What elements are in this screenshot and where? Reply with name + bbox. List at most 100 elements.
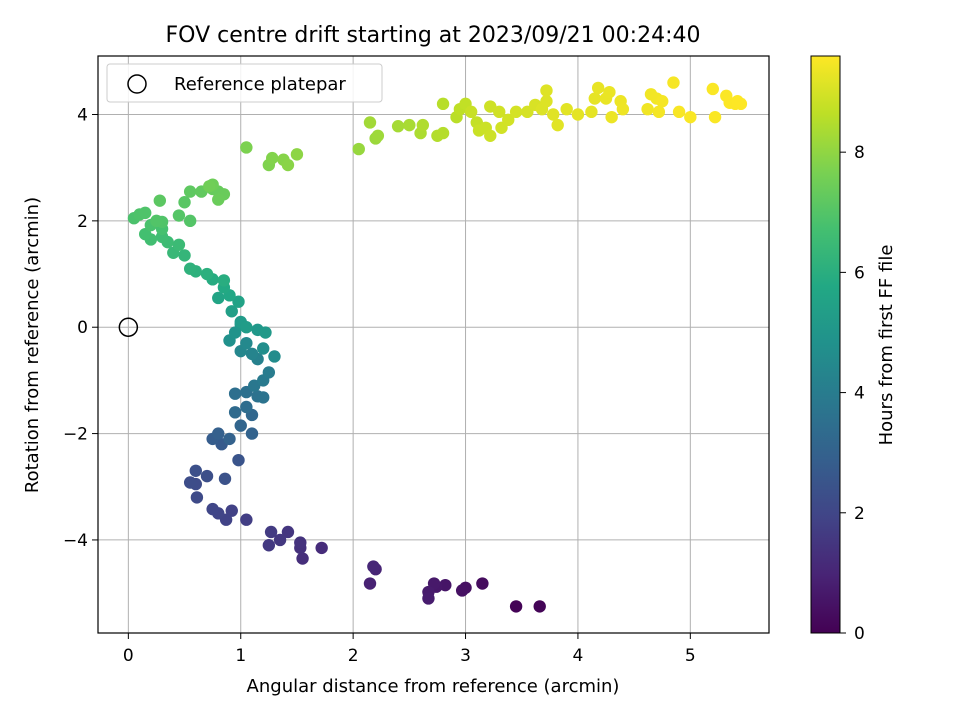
data-point [493, 105, 506, 119]
data-point [533, 600, 546, 613]
data-point [190, 491, 204, 504]
colorbar-tick-label: 2 [854, 504, 865, 524]
data-point [616, 102, 630, 116]
x-axis-ticks: 0 1 2 3 4 5 [123, 633, 696, 666]
data-point [708, 110, 722, 124]
colorbar-tick-label: 6 [854, 263, 865, 283]
data-point [484, 129, 497, 142]
data-point [266, 151, 279, 165]
colorbar-tick-label: 8 [854, 143, 865, 163]
data-point [416, 118, 430, 132]
data-point [591, 81, 605, 95]
legend-box [106, 63, 383, 103]
data-point [172, 209, 186, 222]
x-tick-label: 4 [573, 646, 584, 666]
y-tick-label: −2 [63, 425, 88, 445]
data-point [139, 206, 152, 220]
data-point [547, 108, 560, 121]
data-point [652, 105, 666, 119]
data-point [509, 105, 523, 119]
data-point [240, 400, 253, 414]
data-point [571, 108, 585, 121]
data-point [455, 584, 469, 597]
data-point [706, 82, 720, 96]
data-point [178, 249, 191, 262]
data-point [436, 126, 450, 140]
data-point [585, 105, 598, 119]
data-point [225, 504, 238, 517]
colorbar-ticks: 0 2 4 6 8 [840, 143, 865, 644]
data-point [391, 119, 405, 133]
data-point [464, 105, 478, 119]
data-point [183, 214, 197, 228]
data-point [153, 194, 167, 207]
x-tick-label: 5 [685, 646, 696, 666]
data-point [212, 427, 225, 440]
data-point [183, 262, 197, 275]
y-tick-label: −4 [63, 531, 88, 551]
data-point [240, 321, 253, 334]
legend-entry: Reference platepar [174, 74, 346, 95]
data-point [262, 366, 276, 379]
data-point [150, 214, 163, 228]
reference-platepar-marker [118, 317, 139, 337]
data-point [273, 533, 287, 547]
data-point [540, 84, 553, 97]
data-point [294, 536, 307, 549]
data-point [603, 85, 616, 99]
y-tick-label: 0 [77, 318, 88, 338]
y-tick-label: 4 [77, 105, 88, 125]
data-point [203, 180, 216, 193]
data-point [240, 513, 253, 526]
data-point [257, 342, 270, 355]
data-point [245, 347, 259, 361]
x-tick-label: 2 [348, 646, 359, 666]
x-tick-label: 0 [123, 646, 134, 666]
data-point [502, 113, 515, 127]
data-point [315, 541, 328, 555]
data-point [371, 129, 385, 142]
data-point [268, 350, 281, 363]
data-point [232, 453, 245, 467]
data-point [588, 92, 601, 105]
data-point [212, 193, 225, 206]
data-point [206, 502, 219, 516]
x-axis-label: Angular distance from reference (arcmin) [247, 676, 620, 697]
data-point [290, 148, 304, 161]
colorbar-tick-label: 4 [854, 384, 865, 404]
data-point [218, 472, 232, 485]
data-point [240, 141, 253, 154]
y-tick-label: 2 [77, 212, 88, 232]
data-point [551, 118, 564, 132]
legend: Reference platepar [106, 63, 383, 103]
colorbar-gradient [810, 55, 841, 634]
data-point [540, 95, 553, 108]
data-point [363, 116, 377, 129]
data-point [281, 158, 295, 172]
data-point [363, 577, 377, 590]
data-point [217, 274, 231, 287]
data-point [259, 326, 272, 339]
colorbar-tick-label: 0 [854, 624, 865, 644]
data-point [240, 336, 253, 350]
data-point [200, 267, 214, 281]
data-point [476, 577, 489, 590]
data-point [189, 464, 202, 478]
data-point [228, 387, 242, 400]
chart-title: FOV centre drift starting at 2023/09/21 … [166, 23, 701, 48]
data-point [262, 539, 276, 552]
data-point [248, 379, 261, 392]
data-point [200, 469, 214, 483]
data-point [731, 95, 744, 108]
legend-marker-icon [127, 74, 147, 94]
data-point [484, 100, 497, 113]
data-point [245, 427, 259, 440]
data-point [178, 196, 191, 209]
y-axis-ticks: −4 −2 0 2 4 [63, 105, 98, 551]
data-point [656, 95, 669, 108]
colorbar-label: Hours from first FF file [876, 245, 897, 446]
data-point [352, 142, 365, 156]
data-point [234, 419, 247, 432]
data-point [172, 238, 186, 251]
data-point [223, 432, 236, 446]
